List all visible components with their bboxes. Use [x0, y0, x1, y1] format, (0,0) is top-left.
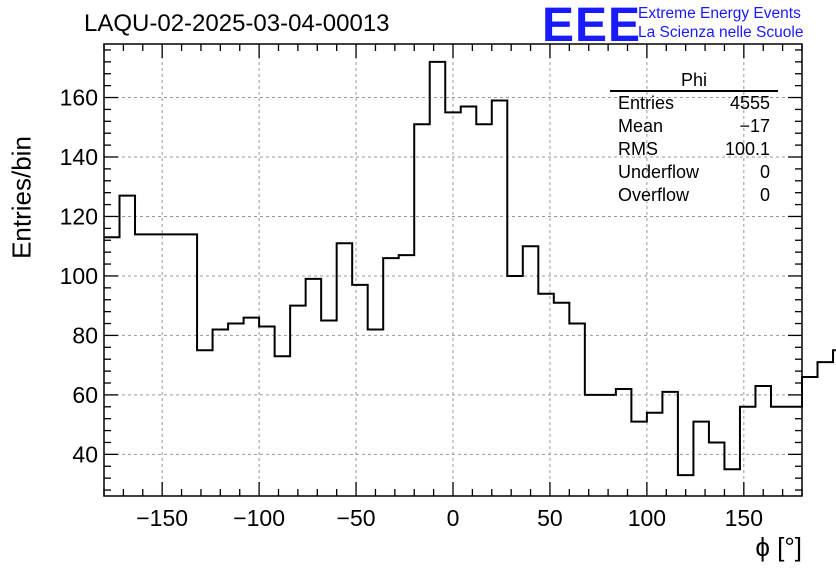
axis-ticks	[103, 44, 803, 496]
stats-value: 4555	[729, 93, 770, 113]
x-tick-label: 100	[628, 505, 666, 531]
y-axis-label: Entries/bin	[6, 136, 37, 259]
tick-labels: −150 −100 −50 0 50 100 150 40 60 80 100 120 140 160	[60, 85, 763, 531]
stats-value: 0	[759, 185, 770, 205]
histogram-series	[104, 60, 836, 477]
logo-line-1: Extreme Energy Events	[638, 5, 801, 22]
x-tick-label: −100	[233, 505, 285, 531]
stats-row-overflow: Overflow 0	[610, 184, 778, 207]
plot-frame	[103, 43, 803, 497]
grid-lines	[104, 44, 802, 496]
stats-value: 100.1	[724, 139, 770, 159]
y-tick-label: 120	[60, 203, 98, 229]
stats-label: Mean	[618, 116, 664, 136]
x-tick-label: 150	[725, 505, 763, 531]
y-tick-label: 40	[72, 441, 98, 467]
y-tick-label: 60	[72, 382, 98, 408]
y-tick-label: 100	[60, 263, 98, 289]
chart-title: LAQU-02-2025-03-04-00013	[84, 10, 390, 37]
x-tick-label: −50	[337, 505, 376, 531]
x-tick-label: −150	[136, 505, 188, 531]
logo-line-2: La Scienza nelle Scuole	[638, 24, 804, 41]
stats-row-mean: Mean −17	[610, 115, 778, 138]
stats-box-title: Phi	[610, 70, 778, 92]
y-tick-label: 160	[60, 85, 98, 111]
stats-row-underflow: Underflow 0	[610, 161, 778, 184]
stats-value: 0	[759, 162, 770, 182]
histogram-outline	[104, 60, 836, 477]
logo-text: Extreme Energy Events La Scienza nelle S…	[638, 4, 803, 42]
y-tick-label: 140	[60, 144, 98, 170]
stats-label: RMS	[618, 139, 658, 159]
x-axis-label: ϕ [°]	[755, 532, 802, 562]
x-tick-label: 0	[447, 505, 460, 531]
y-tick-label: 80	[72, 322, 98, 348]
x-tick-label: 50	[537, 505, 563, 531]
stats-row-rms: RMS 100.1	[610, 138, 778, 161]
stats-label: Overflow	[618, 185, 690, 205]
stats-row-entries: Entries 4555	[610, 92, 778, 115]
stats-value: −17	[739, 116, 770, 136]
stats-label: Entries	[618, 93, 675, 113]
stats-box: Phi Entries 4555 Mean −17 RMS 100.1 Underfl…	[610, 70, 778, 207]
stats-label: Underflow	[618, 162, 700, 182]
